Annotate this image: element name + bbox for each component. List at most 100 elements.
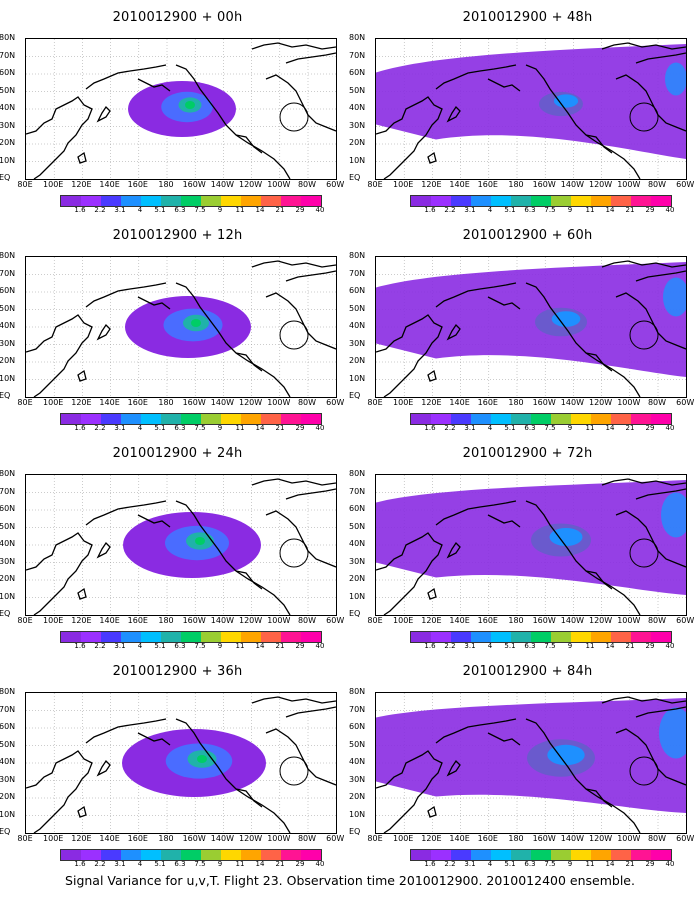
colorbar-label: 21 [625, 206, 635, 214]
colorbar-label: 2.2 [94, 206, 106, 214]
lon-tick-label: 120W [239, 398, 263, 407]
variance-map [375, 256, 687, 398]
lon-tick-label: 60W [676, 180, 695, 189]
lon-tick-label: 80E [17, 834, 33, 843]
colorbar-label: 40 [665, 424, 675, 432]
lat-tick-label: EQ [0, 609, 11, 618]
lat-tick-label: 60N [349, 286, 366, 295]
colorbar-swatch [121, 196, 141, 206]
panel-title: 2010012900 + 60h [462, 228, 593, 243]
colorbar-label: 14 [255, 860, 265, 868]
colorbar-label: 5.1 [154, 206, 166, 214]
lon-tick-label: 160W [532, 398, 556, 407]
lon-tick-label: 160E [127, 180, 148, 189]
lat-tick-label: 60N [349, 722, 366, 731]
colorbar-swatch [61, 632, 81, 642]
colorbar-swatch [81, 196, 101, 206]
lon-tick-label: 160W [182, 398, 206, 407]
colorbar-swatch [161, 850, 181, 860]
colorbar-label: 3.1 [464, 642, 476, 650]
lat-tick-label: 60N [349, 68, 366, 77]
lat-tick-label: 60N [0, 504, 16, 513]
lon-tick-label: 120W [239, 834, 263, 843]
lat-tick-label: 70N [0, 704, 16, 714]
colorbar-label: 9 [217, 860, 223, 868]
colorbar-swatch [81, 850, 101, 860]
colorbar-swatch [411, 196, 431, 206]
colorbar-label: 29 [645, 642, 655, 650]
colorbar-swatch [61, 850, 81, 860]
colorbar-swatch [571, 196, 591, 206]
lon-tick-label: 80W [297, 834, 317, 843]
lat-tick-label: 10N [0, 373, 16, 383]
colorbar-swatch [181, 414, 201, 424]
colorbar-label: 7.5 [544, 642, 556, 650]
colorbar-swatch [651, 632, 671, 642]
lat-tick-label: 80N [0, 687, 16, 696]
colorbar-swatch [631, 632, 651, 642]
colorbar-swatch [551, 414, 571, 424]
colorbar-swatch [471, 632, 491, 642]
lon-tick-label: 60W [326, 834, 345, 843]
colorbar-swatch [281, 414, 301, 424]
lon-tick-label: 120E [421, 834, 442, 843]
colorbar-swatch [141, 414, 161, 424]
colorbar-swatch [261, 196, 281, 206]
colorbar [410, 849, 672, 861]
colorbar-label: 21 [275, 206, 285, 214]
colorbar-label: 7.5 [544, 206, 556, 214]
colorbar-swatch [161, 632, 181, 642]
colorbar-label: 1.6 [74, 206, 86, 214]
map-panel: 2010012900 + 00h 80N 70N 60N 50N 40N 30N 20N 10N… [0, 0, 350, 214]
colorbar-swatch [591, 414, 611, 424]
colorbar-label: 2.2 [94, 860, 106, 868]
lat-tick-label: EQ [349, 391, 361, 400]
colorbar-label: 5.1 [154, 642, 166, 650]
colorbar-swatch [611, 414, 631, 424]
lon-tick-label: 100W [267, 398, 291, 407]
lat-tick-label: 70N [349, 486, 366, 496]
lat-tick-label: 40N [0, 757, 16, 766]
lon-tick-label: 140E [99, 834, 120, 843]
lon-tick-label: 100E [43, 834, 64, 843]
colorbar-swatch [491, 414, 511, 424]
colorbar-swatch [571, 414, 591, 424]
colorbar-label: 7.5 [194, 206, 206, 214]
colorbar-swatch [181, 850, 201, 860]
lon-tick-label: 180 [508, 180, 524, 189]
lat-tick-label: 50N [0, 739, 16, 749]
colorbar-label: 6.3 [174, 860, 186, 868]
lat-tick-label: EQ [0, 173, 11, 182]
colorbar-swatch [301, 414, 321, 424]
colorbar-swatch [241, 414, 261, 424]
colorbar-label: 14 [605, 424, 615, 432]
colorbar-swatch [61, 196, 81, 206]
variance-field [122, 729, 266, 797]
colorbar-label: 6.3 [524, 860, 536, 868]
panel-title: 2010012900 + 84h [462, 664, 593, 679]
colorbar-swatch [101, 850, 121, 860]
panel-title: 2010012900 + 24h [112, 446, 243, 461]
colorbar-label: 5.1 [154, 424, 166, 432]
colorbar-label: 3.1 [114, 424, 126, 432]
lon-tick-label: 80W [647, 180, 667, 189]
lat-tick-label: 80N [0, 469, 16, 478]
lon-tick-label: 120E [71, 616, 92, 625]
colorbar-label: 11 [585, 424, 595, 432]
colorbar-label: 21 [625, 860, 635, 868]
colorbar-label: 9 [567, 860, 573, 868]
colorbar-swatch [571, 850, 591, 860]
lon-tick-label: 140W [210, 398, 234, 407]
lon-tick-label: 140E [99, 398, 120, 407]
lat-tick-label: 40N [349, 757, 366, 766]
lon-tick-label: 180 [508, 398, 524, 407]
lon-tick-label: 100W [617, 180, 641, 189]
lat-tick-label: 30N [0, 338, 16, 348]
lat-tick-label: 40N [349, 103, 366, 112]
map-panel: 2010012900 + 48h 80N 70N 60N 50N 40N 30N 20N 10N… [349, 0, 700, 214]
lat-tick-label: EQ [0, 827, 11, 836]
colorbar-label: 11 [585, 206, 595, 214]
variance-field [123, 512, 261, 578]
colorbar-label: 4 [487, 860, 493, 868]
colorbar-swatch [651, 850, 671, 860]
